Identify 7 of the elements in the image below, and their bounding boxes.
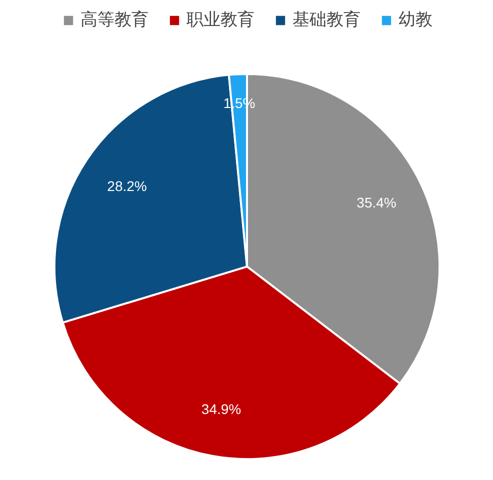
legend-label: 职业教育	[186, 9, 254, 31]
legend-label: 幼教	[398, 9, 432, 31]
legend-label: 基础教育	[292, 9, 360, 31]
data-label: 28.2%	[107, 178, 147, 194]
data-label: 35.4%	[356, 194, 396, 211]
legend-label: 高等教育	[80, 9, 148, 31]
data-label: 34.9%	[201, 400, 242, 417]
